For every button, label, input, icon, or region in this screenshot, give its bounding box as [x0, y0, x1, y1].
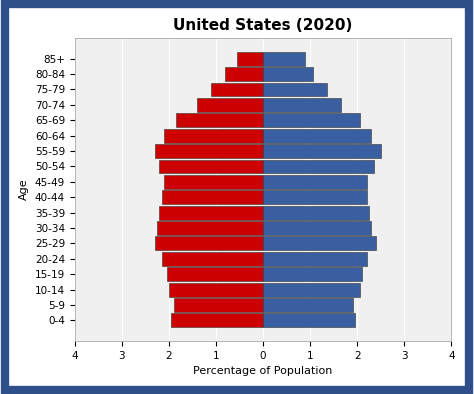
- Bar: [159, 206, 263, 219]
- Bar: [263, 206, 369, 219]
- Bar: [173, 298, 263, 312]
- Bar: [263, 144, 381, 158]
- Bar: [263, 98, 341, 112]
- Bar: [263, 175, 367, 189]
- Bar: [263, 282, 360, 297]
- Bar: [176, 113, 263, 127]
- Bar: [226, 67, 263, 81]
- Bar: [157, 221, 263, 235]
- Bar: [263, 267, 362, 281]
- Bar: [171, 314, 263, 327]
- Bar: [263, 236, 376, 250]
- Bar: [263, 82, 327, 97]
- Bar: [159, 160, 263, 173]
- Bar: [263, 221, 372, 235]
- Y-axis label: Age: Age: [19, 179, 29, 200]
- X-axis label: Percentage of Population: Percentage of Population: [193, 366, 333, 376]
- Title: United States (2020): United States (2020): [173, 18, 353, 33]
- Bar: [263, 160, 374, 173]
- Bar: [263, 129, 372, 143]
- Bar: [263, 190, 367, 204]
- Bar: [263, 113, 360, 127]
- Bar: [155, 144, 263, 158]
- Bar: [211, 82, 263, 97]
- Bar: [166, 267, 263, 281]
- Bar: [263, 314, 355, 327]
- Bar: [162, 190, 263, 204]
- Bar: [263, 252, 367, 266]
- Bar: [169, 282, 263, 297]
- Bar: [164, 129, 263, 143]
- Bar: [237, 52, 263, 65]
- Bar: [162, 252, 263, 266]
- Bar: [263, 67, 312, 81]
- Bar: [263, 52, 305, 65]
- Bar: [197, 98, 263, 112]
- Bar: [155, 236, 263, 250]
- Bar: [263, 298, 353, 312]
- Bar: [164, 175, 263, 189]
